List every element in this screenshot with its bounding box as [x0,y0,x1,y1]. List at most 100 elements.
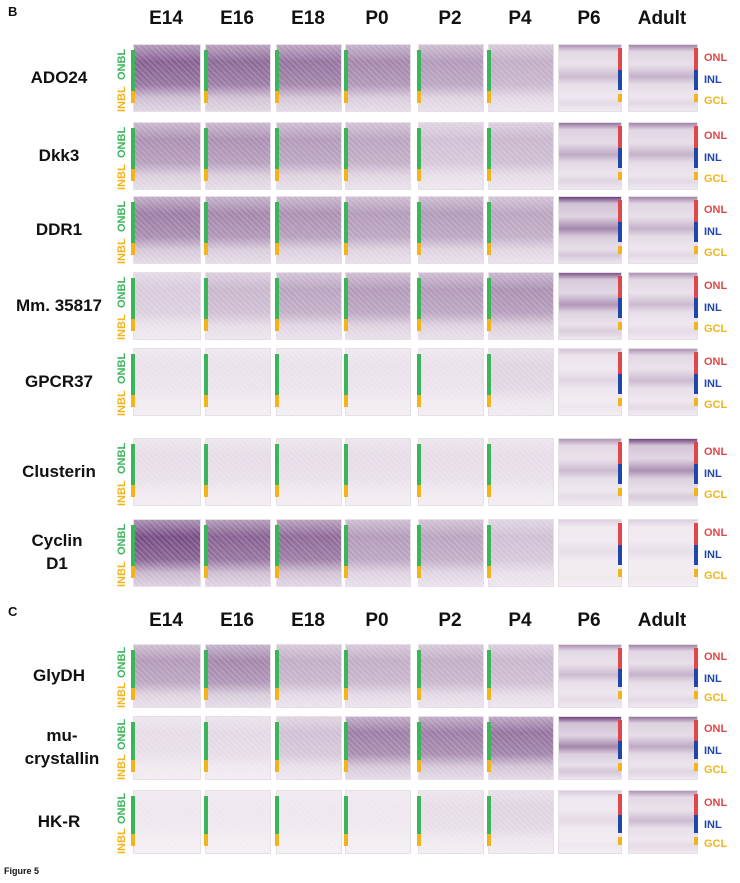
gcl-bar [694,172,698,181]
inbl-bar [275,834,279,846]
stain-texture [277,349,341,415]
micrograph-p0 [345,122,411,190]
inbl-bar [487,394,491,407]
micrograph-e18 [276,348,342,416]
micrograph-adult [628,644,698,708]
micrograph-p2 [418,519,484,587]
inl-bar [694,464,698,485]
stage-header-e14: E14 [149,610,183,631]
micrograph-adult [628,790,698,854]
stain-texture [346,123,410,189]
stain-texture [134,645,200,707]
micrograph-e14 [133,348,201,416]
onbl-bar [344,128,348,169]
onl-bar [618,719,622,741]
micrograph-e18 [276,272,342,340]
stain-texture [419,349,483,415]
onl-bar [618,125,622,149]
inbl-label: INBL [116,480,128,506]
micrograph-e18 [276,644,342,708]
micrograph-e14 [133,272,201,340]
onl-bar [694,47,698,71]
gcl-label: GCL [704,323,728,336]
micrograph-e16 [205,122,271,190]
stage-header-e18: E18 [291,8,325,29]
stain-texture [346,791,410,853]
stage-header-p0: P0 [365,610,389,631]
inl-label: INL [704,468,722,481]
stain-texture [277,123,341,189]
micrograph-e16 [205,272,271,340]
inbl-bar [131,565,135,578]
onbl-bar [275,278,279,319]
onbl-label: ONBL [116,718,128,751]
onbl-bar [275,354,279,395]
stage-header-e16: E16 [220,8,254,29]
onbl-bar [275,128,279,169]
micrograph-p2 [418,122,484,190]
stain-texture [629,645,697,707]
gcl-bar [694,398,698,407]
onbl-bar [344,650,348,689]
stain-texture [277,439,341,505]
inbl-label: INBL [116,754,128,780]
onbl-bar [131,444,135,485]
panel-letter: C [8,604,18,619]
inbl-bar [417,168,421,181]
onbl-label: ONBL [116,277,128,309]
inbl-bar [487,760,491,772]
stain-texture [419,439,483,505]
onl-bar [618,275,622,299]
onbl-bar [275,202,279,243]
inbl-bar [417,760,421,772]
inl-bar [694,545,698,566]
onl-bar [694,199,698,223]
onbl-bar [344,278,348,319]
stain-texture [346,349,410,415]
inl-bar [618,464,622,485]
inl-bar [618,740,622,760]
micrograph-e18 [276,44,342,112]
inbl-bar [344,834,348,846]
stain-texture [489,645,553,707]
onl-label: ONL [704,797,728,810]
onbl-bar [131,722,135,761]
micrograph-p2 [418,348,484,416]
inl-label: INL [704,818,722,831]
micrograph-e16 [205,519,271,587]
inbl-bar [417,484,421,497]
onbl-bar [344,50,348,91]
stain-texture [419,717,483,779]
micrograph-p6 [558,348,622,416]
micrograph-p6 [558,122,622,190]
onbl-bar [487,525,491,566]
onbl-bar [487,650,491,689]
onbl-bar [487,444,491,485]
inbl-bar [344,168,348,181]
onbl-label: ONBL [116,353,128,385]
onbl-bar [204,354,208,395]
micrograph-e16 [205,44,271,112]
stain-texture [559,791,621,853]
gene-label: DDR1 [35,220,83,239]
inbl-bar [487,318,491,331]
figure-label: Figure 5 [4,866,40,876]
onbl-bar [417,650,421,689]
stain-texture [419,645,483,707]
gcl-label: GCL [704,692,728,705]
micrograph-e18 [276,438,342,506]
gcl-bar [618,837,622,845]
stain-texture [206,197,270,263]
gcl-bar [618,398,622,407]
onl-label: ONL [704,723,728,736]
micrograph-p0 [345,716,411,780]
inl-bar [618,545,622,566]
gene-label: Mm. 35817 [16,296,102,315]
inbl-bar [487,168,491,181]
inl-bar [618,70,622,91]
inl-bar [694,814,698,834]
gcl-bar [618,569,622,578]
inbl-bar [487,242,491,255]
inl-label: INL [704,152,722,165]
gcl-label: GCL [704,95,728,108]
